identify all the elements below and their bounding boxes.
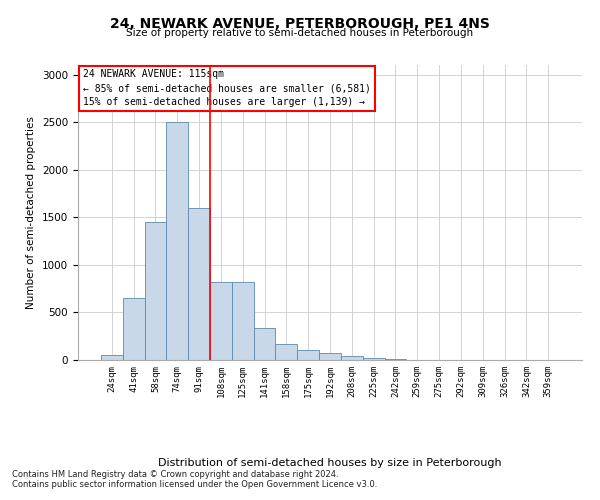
Bar <box>297 350 319 360</box>
Text: 24 NEWARK AVENUE: 115sqm
← 85% of semi-detached houses are smaller (6,581)
15% o: 24 NEWARK AVENUE: 115sqm ← 85% of semi-d… <box>83 70 371 108</box>
Bar <box>341 356 363 360</box>
Bar <box>275 344 297 360</box>
Bar <box>232 282 254 360</box>
Y-axis label: Number of semi-detached properties: Number of semi-detached properties <box>26 116 37 309</box>
Bar <box>188 208 210 360</box>
Text: 24, NEWARK AVENUE, PETERBOROUGH, PE1 4NS: 24, NEWARK AVENUE, PETERBOROUGH, PE1 4NS <box>110 18 490 32</box>
Text: Size of property relative to semi-detached houses in Peterborough: Size of property relative to semi-detach… <box>127 28 473 38</box>
Bar <box>363 358 385 360</box>
Bar <box>101 355 123 360</box>
Text: Contains HM Land Registry data © Crown copyright and database right 2024.: Contains HM Land Registry data © Crown c… <box>12 470 338 479</box>
Bar <box>319 354 341 360</box>
Bar <box>254 328 275 360</box>
Bar <box>145 222 166 360</box>
Bar <box>385 359 406 360</box>
Bar <box>123 298 145 360</box>
Bar <box>210 282 232 360</box>
Bar <box>166 122 188 360</box>
Text: Contains public sector information licensed under the Open Government Licence v3: Contains public sector information licen… <box>12 480 377 489</box>
Text: Distribution of semi-detached houses by size in Peterborough: Distribution of semi-detached houses by … <box>158 458 502 468</box>
